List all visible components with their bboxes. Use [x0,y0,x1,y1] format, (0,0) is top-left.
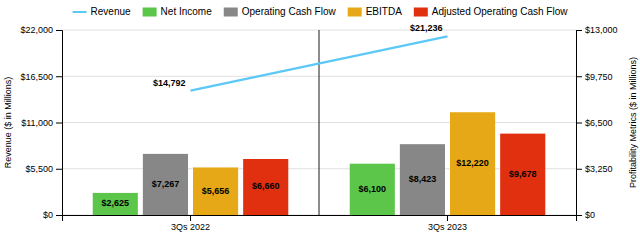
legend-label: Operating Cash Flow [242,6,337,17]
legend-swatch [348,8,362,17]
bar-label: $2,625 [102,198,130,208]
y-tick: $11,000 [21,118,62,128]
y-tick-label: $0 [43,210,53,220]
x-tick-mark [190,215,191,221]
legend-item: Operating Cash Flow [224,6,337,17]
legend: Revenue Net Income Operating Cash Flow EBIT… [73,6,569,17]
bar [93,193,138,215]
y2-tick-label: $9,750 [585,72,613,82]
y-tick: $22,000 [20,25,62,35]
y-tick-label: $16,500 [20,72,53,82]
axis-domain [63,216,577,222]
legend-item: Revenue [73,6,131,17]
grid [62,30,576,215]
line [191,36,448,90]
bar [450,112,495,215]
y-tick-label: $11,000 [21,118,53,128]
bar-label: $6,100 [359,184,387,194]
y-tick-mark [56,30,62,31]
x-tick: 3Qs 2023 [428,215,467,232]
bar [500,134,545,215]
legend-swatch [73,11,87,13]
y-tick: $0 [43,210,62,220]
legend-item: EBITDA [348,6,402,17]
legend-item: Net Income [143,6,213,17]
legend-swatch [414,8,428,17]
bar-label: $9,678 [509,169,537,179]
y-tick-mark [56,76,62,77]
y-tick-label: $22,000 [20,25,53,35]
bar [243,159,288,215]
y2-axis-title: Profitability Metrics ($ in Millions) [628,57,638,188]
y2-tick-mark [576,76,582,77]
bar-label: $5,656 [202,186,230,196]
y2-tick: $0 [576,210,595,220]
y2-tick-label: $13,000 [585,25,618,35]
y-tick-mark [56,215,62,216]
y2-axis: $0 $3,250 $6,500 $9,750 $13,000 [576,25,618,220]
legend-label: Revenue [91,6,131,17]
axis-domain [577,31,583,216]
y2-tick: $6,500 [576,118,613,128]
legend-swatch [224,8,238,17]
bar [400,144,445,215]
line-label: $14,792 [153,78,186,88]
bar [350,164,395,215]
y-tick: $16,500 [20,72,62,82]
bar-label: $8,423 [409,174,437,184]
y2-tick-label: $3,250 [585,164,613,174]
bar [143,154,188,215]
y-tick-mark [56,169,62,170]
bar-label: $12,220 [456,158,489,168]
y2-tick: $3,250 [576,164,613,174]
legend-swatch [143,8,157,17]
group-divider [319,30,320,215]
y-axis: $0 $5,500 $11,000 $16,500 $22,000 [20,25,62,220]
legend-item: Adjusted Operating Cash Flow [414,6,568,17]
line-label: $21,236 [410,23,443,33]
plot: $0 $5,500 $11,000 $16,500 $22,000 $0 $3,250 $6,… [3,23,638,232]
y-tick: $5,500 [25,164,62,174]
legend-label: EBITDA [366,6,402,17]
y2-tick-mark [576,123,582,124]
chart: $0 $5,500 $11,000 $16,500 $22,000 $0 $3,250 $6,… [0,0,640,239]
y-tick-mark [56,123,62,124]
x-tick-label: 3Qs 2022 [171,222,210,232]
y2-tick-mark [576,169,582,170]
y2-tick: $13,000 [576,25,618,35]
x-tick-label: 3Qs 2023 [428,222,467,232]
bar-label: $7,267 [152,179,180,189]
legend-label: Adjusted Operating Cash Flow [432,6,568,17]
y2-tick: $9,750 [576,72,613,82]
bar-label: $6,660 [252,181,280,191]
axis-domain [56,31,63,216]
chart-container: $0 $5,500 $11,000 $16,500 $22,000 $0 $3,250 $6,… [0,0,640,239]
data-labels: $2,625 $6,100 $7,267 $8,423 $5,656 $12,220 $6,… [102,23,537,208]
marks [93,30,546,215]
y2-tick-label: $0 [585,210,595,220]
y-axis-title: Revenue ($ in Millions) [3,77,13,169]
y2-tick-label: $6,500 [585,118,613,128]
y2-tick-mark [576,30,582,31]
y-tick-label: $5,500 [25,164,53,174]
x-tick-mark [447,215,448,221]
x-axis: 3Qs 2022 3Qs 2023 [63,215,577,232]
legend-label: Net Income [161,6,213,17]
x-tick: 3Qs 2022 [171,215,210,232]
bar [193,167,238,215]
